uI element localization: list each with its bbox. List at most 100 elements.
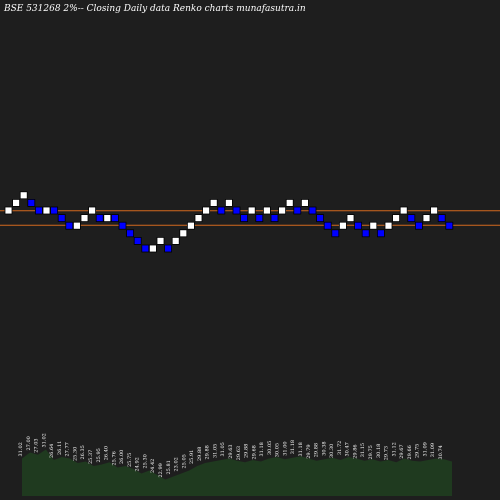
- renko-brick: [126, 229, 134, 238]
- volume-label: 27.03: [34, 438, 40, 452]
- volume-label: 31.15: [360, 443, 366, 457]
- renko-brick: [323, 221, 332, 230]
- volume-label: 30.05: [267, 441, 273, 455]
- renko-brick: [414, 221, 423, 230]
- renko-brick: [308, 206, 317, 215]
- renko-brick: [103, 214, 112, 223]
- renko-brick: [141, 244, 150, 253]
- volume-label: 29.86: [352, 444, 358, 458]
- volume-label: 22.99: [158, 463, 164, 477]
- volume-label: 31.05: [212, 444, 218, 458]
- renko-brick: [278, 206, 287, 215]
- volume-label: 31.18: [259, 442, 265, 456]
- renko-brick: [194, 214, 203, 223]
- volume-label: 29.73: [384, 446, 390, 460]
- volume-label: 30.38: [321, 441, 327, 455]
- renko-brick: [331, 229, 340, 238]
- volume-label: 24.42: [150, 459, 156, 473]
- renko-brick: [133, 236, 142, 245]
- volume-series: [22, 449, 452, 496]
- renko-brick: [255, 214, 264, 223]
- volume-label: 25.37: [88, 450, 94, 464]
- renko-brick: [445, 221, 454, 230]
- renko-brick: [270, 214, 279, 223]
- volume-label: 26.00: [119, 450, 125, 464]
- volume-area: [22, 449, 452, 496]
- renko-brick: [179, 229, 188, 238]
- renko-brick: [35, 206, 43, 215]
- renko-brick: [346, 214, 355, 223]
- renko-brick: [369, 221, 378, 230]
- volume-label: 31.18: [290, 440, 296, 454]
- renko-brick: [118, 221, 127, 230]
- renko-brick: [407, 214, 416, 223]
- chart-title: BSE 531268 2%-- Closing Daily data Renko…: [3, 4, 306, 14]
- renko-brick: [384, 221, 393, 230]
- renko-brick: [88, 206, 96, 215]
- volume-label: 26.40: [104, 446, 110, 460]
- volume-label: 25.05: [181, 454, 187, 468]
- volume-label: 29.88: [205, 445, 211, 459]
- volume-label: 26.64: [49, 444, 55, 458]
- renko-brick: [437, 214, 446, 223]
- volume-label: 29.63: [236, 446, 242, 460]
- renko-brick: [224, 198, 233, 207]
- renko-brick: [50, 206, 58, 215]
- volume-label: 29.88: [197, 447, 203, 461]
- renko-brick: [262, 206, 271, 215]
- volume-label: 31.02: [18, 442, 24, 456]
- volume-label: 25.76: [111, 451, 117, 465]
- volume-label: 25.81: [166, 460, 172, 474]
- renko-brick: [80, 214, 89, 223]
- volume-label: 24.92: [135, 457, 141, 471]
- volume-label: 25.91: [189, 450, 195, 464]
- volume-label: 30.18: [376, 444, 382, 458]
- renko-brick: [186, 221, 195, 230]
- renko-brick: [240, 214, 249, 223]
- volume-label: 31.00: [282, 441, 288, 455]
- volume-label: 29.88: [314, 443, 320, 457]
- renko-brick: [217, 206, 226, 215]
- volume-label: 29.67: [399, 444, 405, 458]
- renko-brick: [422, 214, 431, 223]
- volume-label: 30.74: [438, 445, 444, 459]
- volume-label: 29.66: [407, 445, 413, 459]
- renko-brick: [392, 214, 401, 223]
- renko-brick: [73, 221, 81, 230]
- volume-label: 29.79: [306, 444, 312, 458]
- renko-brick: [232, 206, 241, 215]
- volume-label: 27.00: [26, 436, 32, 450]
- volume-label: 31.12: [391, 442, 397, 456]
- volume-label: 30.47: [345, 442, 351, 456]
- volume-label: 31.18: [298, 442, 304, 456]
- renko-brick: [209, 198, 218, 207]
- renko-brick: [4, 206, 13, 215]
- volume-label: 25.75: [127, 453, 133, 467]
- renko-brick: [57, 214, 66, 223]
- volume-label: 31.05: [220, 442, 226, 456]
- volume-label: 26.11: [57, 441, 63, 455]
- volume-label: 29.63: [228, 444, 234, 458]
- renko-brick: [399, 206, 408, 215]
- volume-label: 31.72: [337, 441, 343, 455]
- volume-label: 29.75: [368, 445, 374, 459]
- renko-brick: [430, 206, 439, 215]
- renko-brick: [338, 221, 347, 230]
- volume-label: 25.30: [72, 447, 78, 461]
- volume-label: 23.02: [174, 457, 180, 471]
- volume-label: 30.05: [275, 443, 281, 457]
- renko-brick: [361, 229, 370, 238]
- renko-brick: [27, 198, 36, 207]
- renko-brick: [376, 229, 385, 238]
- renko-brick: [42, 206, 51, 215]
- volume-label: 29.88: [244, 444, 250, 458]
- volume-label: 31.09: [430, 443, 436, 457]
- renko-brick: [300, 198, 309, 207]
- renko-brick: [171, 236, 180, 245]
- renko-brick: [148, 244, 157, 253]
- renko-brick: [12, 198, 21, 207]
- renko-brick: [293, 206, 302, 215]
